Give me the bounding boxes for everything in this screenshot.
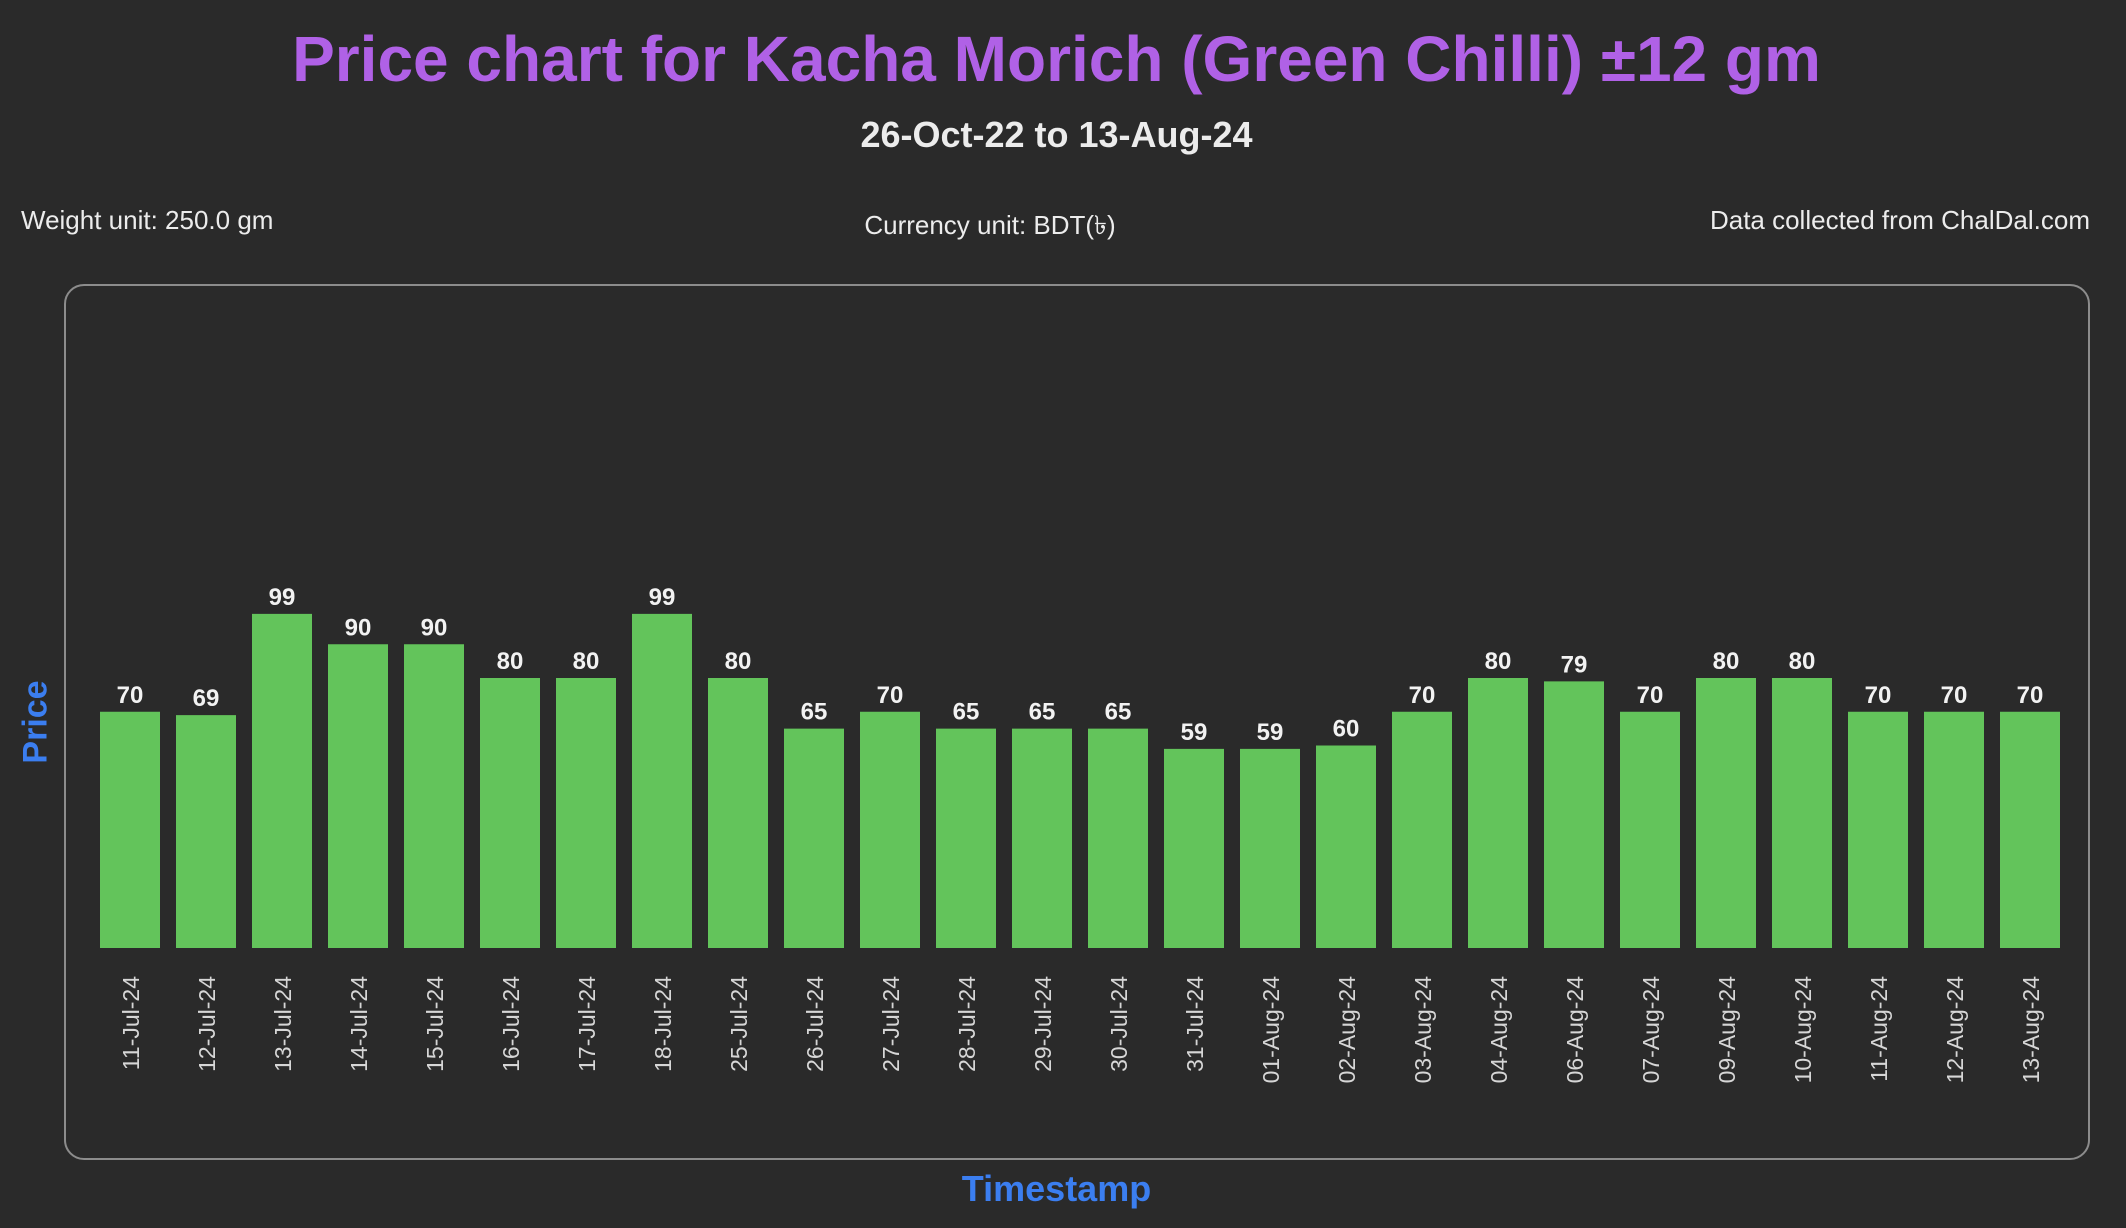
tick-label-04-Aug-24: 04-Aug-24 <box>1486 976 1512 1084</box>
weight-unit-label: Weight unit: 250.0 gm <box>21 205 274 235</box>
tick-label-16-Jul-24: 16-Jul-24 <box>498 976 524 1072</box>
value-label-15-Jul-24: 90 <box>421 614 448 641</box>
tick-label-29-Jul-24: 29-Jul-24 <box>1030 976 1056 1072</box>
bar-16-Jul-24 <box>480 678 540 948</box>
tick-label-31-Jul-24: 31-Jul-24 <box>1182 976 1208 1072</box>
x-axis-label: Timestamp <box>961 1168 1152 1209</box>
bar-11-Aug-24 <box>1848 711 1908 948</box>
y-axis-label: Price <box>16 680 55 764</box>
value-label-16-Jul-24: 80 <box>497 648 524 675</box>
bar-18-Jul-24 <box>632 613 692 948</box>
bar-31-Jul-24 <box>1164 748 1224 948</box>
chart-frame <box>64 284 2090 1160</box>
bar-12-Aug-24 <box>1924 711 1984 948</box>
value-label-04-Aug-24: 80 <box>1485 648 1512 675</box>
bar-11-Jul-24 <box>100 711 160 948</box>
value-label-02-Aug-24: 60 <box>1333 716 1360 743</box>
tick-label-18-Jul-24: 18-Jul-24 <box>650 976 676 1072</box>
chart-title: Price chart for Kacha Morich (Green Chil… <box>292 23 1821 95</box>
tick-label-10-Aug-24: 10-Aug-24 <box>1790 976 1816 1084</box>
value-label-13-Aug-24: 70 <box>2017 682 2044 709</box>
tick-label-13-Jul-24: 13-Jul-24 <box>270 976 296 1072</box>
bar-09-Aug-24 <box>1696 678 1756 948</box>
tick-label-25-Jul-24: 25-Jul-24 <box>726 976 752 1072</box>
value-label-30-Jul-24: 65 <box>1105 699 1132 726</box>
bar-14-Jul-24 <box>328 644 388 948</box>
value-label-13-Jul-24: 99 <box>269 584 296 611</box>
tick-label-30-Jul-24: 30-Jul-24 <box>1106 976 1132 1072</box>
tick-label-12-Aug-24: 12-Aug-24 <box>1942 976 1968 1084</box>
bar-28-Jul-24 <box>936 728 996 948</box>
bar-12-Jul-24 <box>176 715 236 948</box>
tick-label-02-Aug-24: 02-Aug-24 <box>1334 976 1360 1084</box>
bar-13-Jul-24 <box>252 613 312 948</box>
value-label-11-Aug-24: 70 <box>1865 682 1892 709</box>
currency-unit-label: Currency unit: BDT(৳) <box>864 210 1116 240</box>
bar-04-Aug-24 <box>1468 678 1528 948</box>
value-label-29-Jul-24: 65 <box>1029 699 1056 726</box>
value-label-18-Jul-24: 99 <box>649 584 676 611</box>
value-label-12-Aug-24: 70 <box>1941 682 1968 709</box>
value-label-09-Aug-24: 80 <box>1713 648 1740 675</box>
data-source-label: Data collected from ChalDal.com <box>1709 205 2090 235</box>
value-label-26-Jul-24: 65 <box>801 699 828 726</box>
tick-label-12-Jul-24: 12-Jul-24 <box>194 976 220 1072</box>
tick-label-13-Aug-24: 13-Aug-24 <box>2018 976 2044 1084</box>
tick-label-07-Aug-24: 07-Aug-24 <box>1638 976 1664 1084</box>
tick-label-01-Aug-24: 01-Aug-24 <box>1258 976 1284 1084</box>
bar-02-Aug-24 <box>1316 745 1376 948</box>
value-label-31-Jul-24: 59 <box>1181 719 1208 746</box>
bar-07-Aug-24 <box>1620 711 1680 948</box>
bar-03-Aug-24 <box>1392 711 1452 948</box>
tick-label-06-Aug-24: 06-Aug-24 <box>1562 976 1588 1084</box>
value-label-11-Jul-24: 70 <box>117 682 144 709</box>
tick-label-27-Jul-24: 27-Jul-24 <box>878 976 904 1072</box>
bar-01-Aug-24 <box>1240 748 1300 948</box>
value-label-03-Aug-24: 70 <box>1409 682 1436 709</box>
tick-label-15-Jul-24: 15-Jul-24 <box>422 976 448 1072</box>
bar-27-Jul-24 <box>860 711 920 948</box>
value-label-06-Aug-24: 79 <box>1561 651 1588 678</box>
date-range-subtitle: 26-Oct-22 to 13-Aug-24 <box>860 114 1253 155</box>
bar-13-Aug-24 <box>2000 711 2060 948</box>
value-label-28-Jul-24: 65 <box>953 699 980 726</box>
value-label-01-Aug-24: 59 <box>1257 719 1284 746</box>
tick-label-28-Jul-24: 28-Jul-24 <box>954 976 980 1072</box>
tick-label-17-Jul-24: 17-Jul-24 <box>574 976 600 1072</box>
bar-06-Aug-24 <box>1544 681 1604 948</box>
bar-17-Jul-24 <box>556 678 616 948</box>
value-label-14-Jul-24: 90 <box>345 614 372 641</box>
tick-label-11-Aug-24: 11-Aug-24 <box>1866 976 1892 1082</box>
tick-label-03-Aug-24: 03-Aug-24 <box>1410 976 1436 1084</box>
tick-label-26-Jul-24: 26-Jul-24 <box>802 976 828 1072</box>
bar-30-Jul-24 <box>1088 728 1148 948</box>
value-label-25-Jul-24: 80 <box>725 648 752 675</box>
bar-10-Aug-24 <box>1772 678 1832 948</box>
value-label-27-Jul-24: 70 <box>877 682 904 709</box>
bar-15-Jul-24 <box>404 644 464 948</box>
bar-29-Jul-24 <box>1012 728 1072 948</box>
tick-label-14-Jul-24: 14-Jul-24 <box>346 976 372 1072</box>
tick-label-09-Aug-24: 09-Aug-24 <box>1714 976 1740 1084</box>
value-label-10-Aug-24: 80 <box>1789 648 1816 675</box>
tick-label-11-Jul-24: 11-Jul-24 <box>118 976 144 1070</box>
value-label-07-Aug-24: 70 <box>1637 682 1664 709</box>
value-label-12-Jul-24: 69 <box>193 685 220 712</box>
bar-26-Jul-24 <box>784 728 844 948</box>
bar-25-Jul-24 <box>708 678 768 948</box>
value-label-17-Jul-24: 80 <box>573 648 600 675</box>
